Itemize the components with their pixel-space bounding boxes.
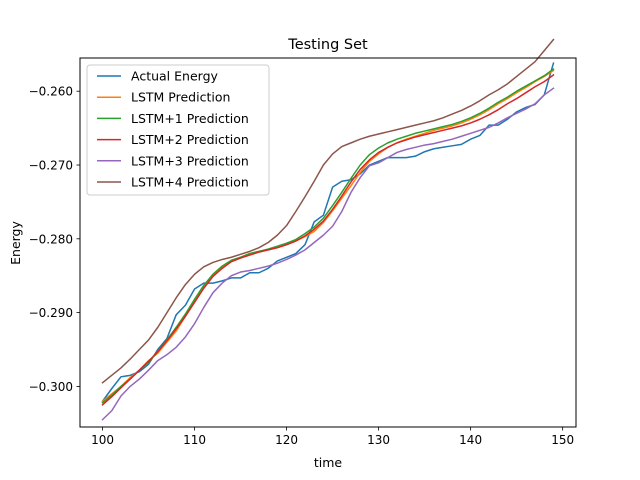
legend-items: Actual Energy LSTM Prediction LSTM+1 Predi… [97, 69, 249, 190]
legend-label-5: LSTM+4 Prediction [131, 175, 249, 190]
legend-label-1: LSTM Prediction [131, 90, 230, 105]
legend-label-2: LSTM+1 Prediction [131, 111, 249, 126]
y-tick-label: −0.280 [29, 232, 73, 246]
y-tick-label: −0.260 [29, 85, 73, 99]
chart-title: Testing Set [287, 37, 368, 53]
legend: Actual Energy LSTM Prediction LSTM+1 Predi… [86, 64, 270, 196]
x-axis: 100 110 120 130 140 150 [91, 427, 574, 447]
series-line-3 [101, 73, 555, 406]
plot-frame [79, 57, 577, 428]
y-axis: −0.300 −0.290 −0.280 −0.270 −0.260 [29, 85, 80, 394]
series-line-0 [101, 62, 555, 403]
y-tick-label: −0.300 [29, 380, 73, 394]
x-tick-label: 110 [183, 433, 206, 447]
x-tick-label: 120 [275, 433, 298, 447]
y-tick-label: −0.270 [29, 159, 73, 173]
x-tick-label: 130 [367, 433, 390, 447]
y-tick-label: −0.290 [29, 306, 73, 320]
series-line-5 [101, 38, 555, 384]
legend-label-4: LSTM+3 Prediction [131, 153, 249, 168]
x-tick-label: 150 [551, 433, 574, 447]
legend-box [86, 64, 270, 196]
y-axis-label: Energy [8, 221, 23, 265]
x-tick-label: 140 [459, 433, 482, 447]
series-layer [101, 38, 555, 421]
legend-label-0: Actual Energy [131, 69, 218, 84]
series-line-2 [101, 68, 555, 404]
legend-label-3: LSTM+2 Prediction [131, 132, 249, 147]
series-line-1 [101, 69, 555, 403]
series-line-4 [101, 87, 555, 421]
x-axis-label: time [314, 455, 343, 470]
x-tick-label: 100 [91, 433, 114, 447]
